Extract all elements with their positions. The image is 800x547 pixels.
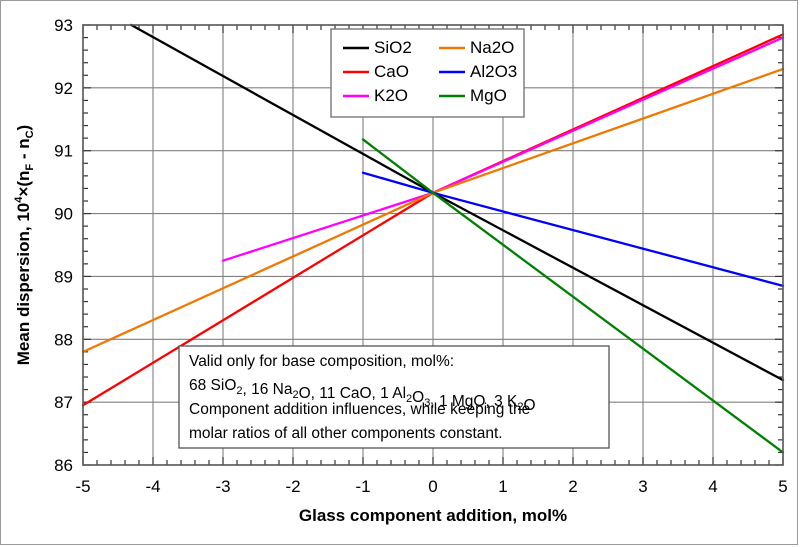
legend-label-Al2O3: Al2O3 [470,62,517,81]
legend-label-MgO: MgO [470,86,507,105]
x-tick-label: -1 [355,477,370,496]
series-layer [81,23,785,454]
annotation-line-4: molar ratios of all other components con… [189,425,503,442]
y-tick-label: 90 [54,205,73,224]
x-tick-label: 3 [638,477,647,496]
x-tick-label: 5 [778,477,787,496]
x-axis-title: Glass component addition, mol% [299,506,567,525]
y-tick-label: 92 [54,79,73,98]
x-tick-label: 1 [498,477,507,496]
plot-frame [82,24,784,466]
legend-label-K2O: K2O [374,86,408,105]
x-tick-label: 2 [568,477,577,496]
y-axis-title: Mean dispersion, 104×(nF - nC) [13,125,36,365]
y-tick-label: 86 [54,456,73,475]
x-tick-label: 4 [708,477,717,496]
y-tick-labels: 86 87 88 89 90 91 92 93 [54,16,73,475]
y-tick-label: 89 [54,267,73,286]
y-tick-label: 91 [54,142,73,161]
legend-label-SiO2: SiO2 [374,38,412,57]
x-tick-label: -4 [145,477,160,496]
series-line-MgO [361,138,785,454]
y-tick-label: 93 [54,16,73,35]
annotation-box: Valid only for base composition, mol%: 6… [178,345,610,449]
x-tick-label: -3 [215,477,230,496]
x-tick-label: 0 [428,477,437,496]
annotation-line-1: Valid only for base composition, mol%: [189,353,454,370]
ticks-layer [82,24,784,466]
y-tick-label: 87 [54,393,73,412]
legend-label-Na2O: Na2O [470,38,514,57]
legend-label-CaO: CaO [374,62,409,81]
annotation-line-2: 68 SiO2, 16 Na2O, 11 CaO, 1 Al2O3, 1 MgO… [189,377,536,414]
x-tick-label: -5 [75,477,90,496]
x-tick-labels: -5 -4 -3 -2 -1 0 1 2 3 4 5 [75,477,787,496]
annotation-line-3: Component addition influences, while kee… [189,401,530,418]
y-tick-label: 88 [54,330,73,349]
x-tick-label: -2 [285,477,300,496]
annotation-border [178,345,610,449]
legend[interactable]: SiO2 Na2O CaO Al2O3 K2O MgO [330,28,525,118]
legend-entries: SiO2 Na2O CaO Al2O3 K2O MgO [343,38,517,105]
